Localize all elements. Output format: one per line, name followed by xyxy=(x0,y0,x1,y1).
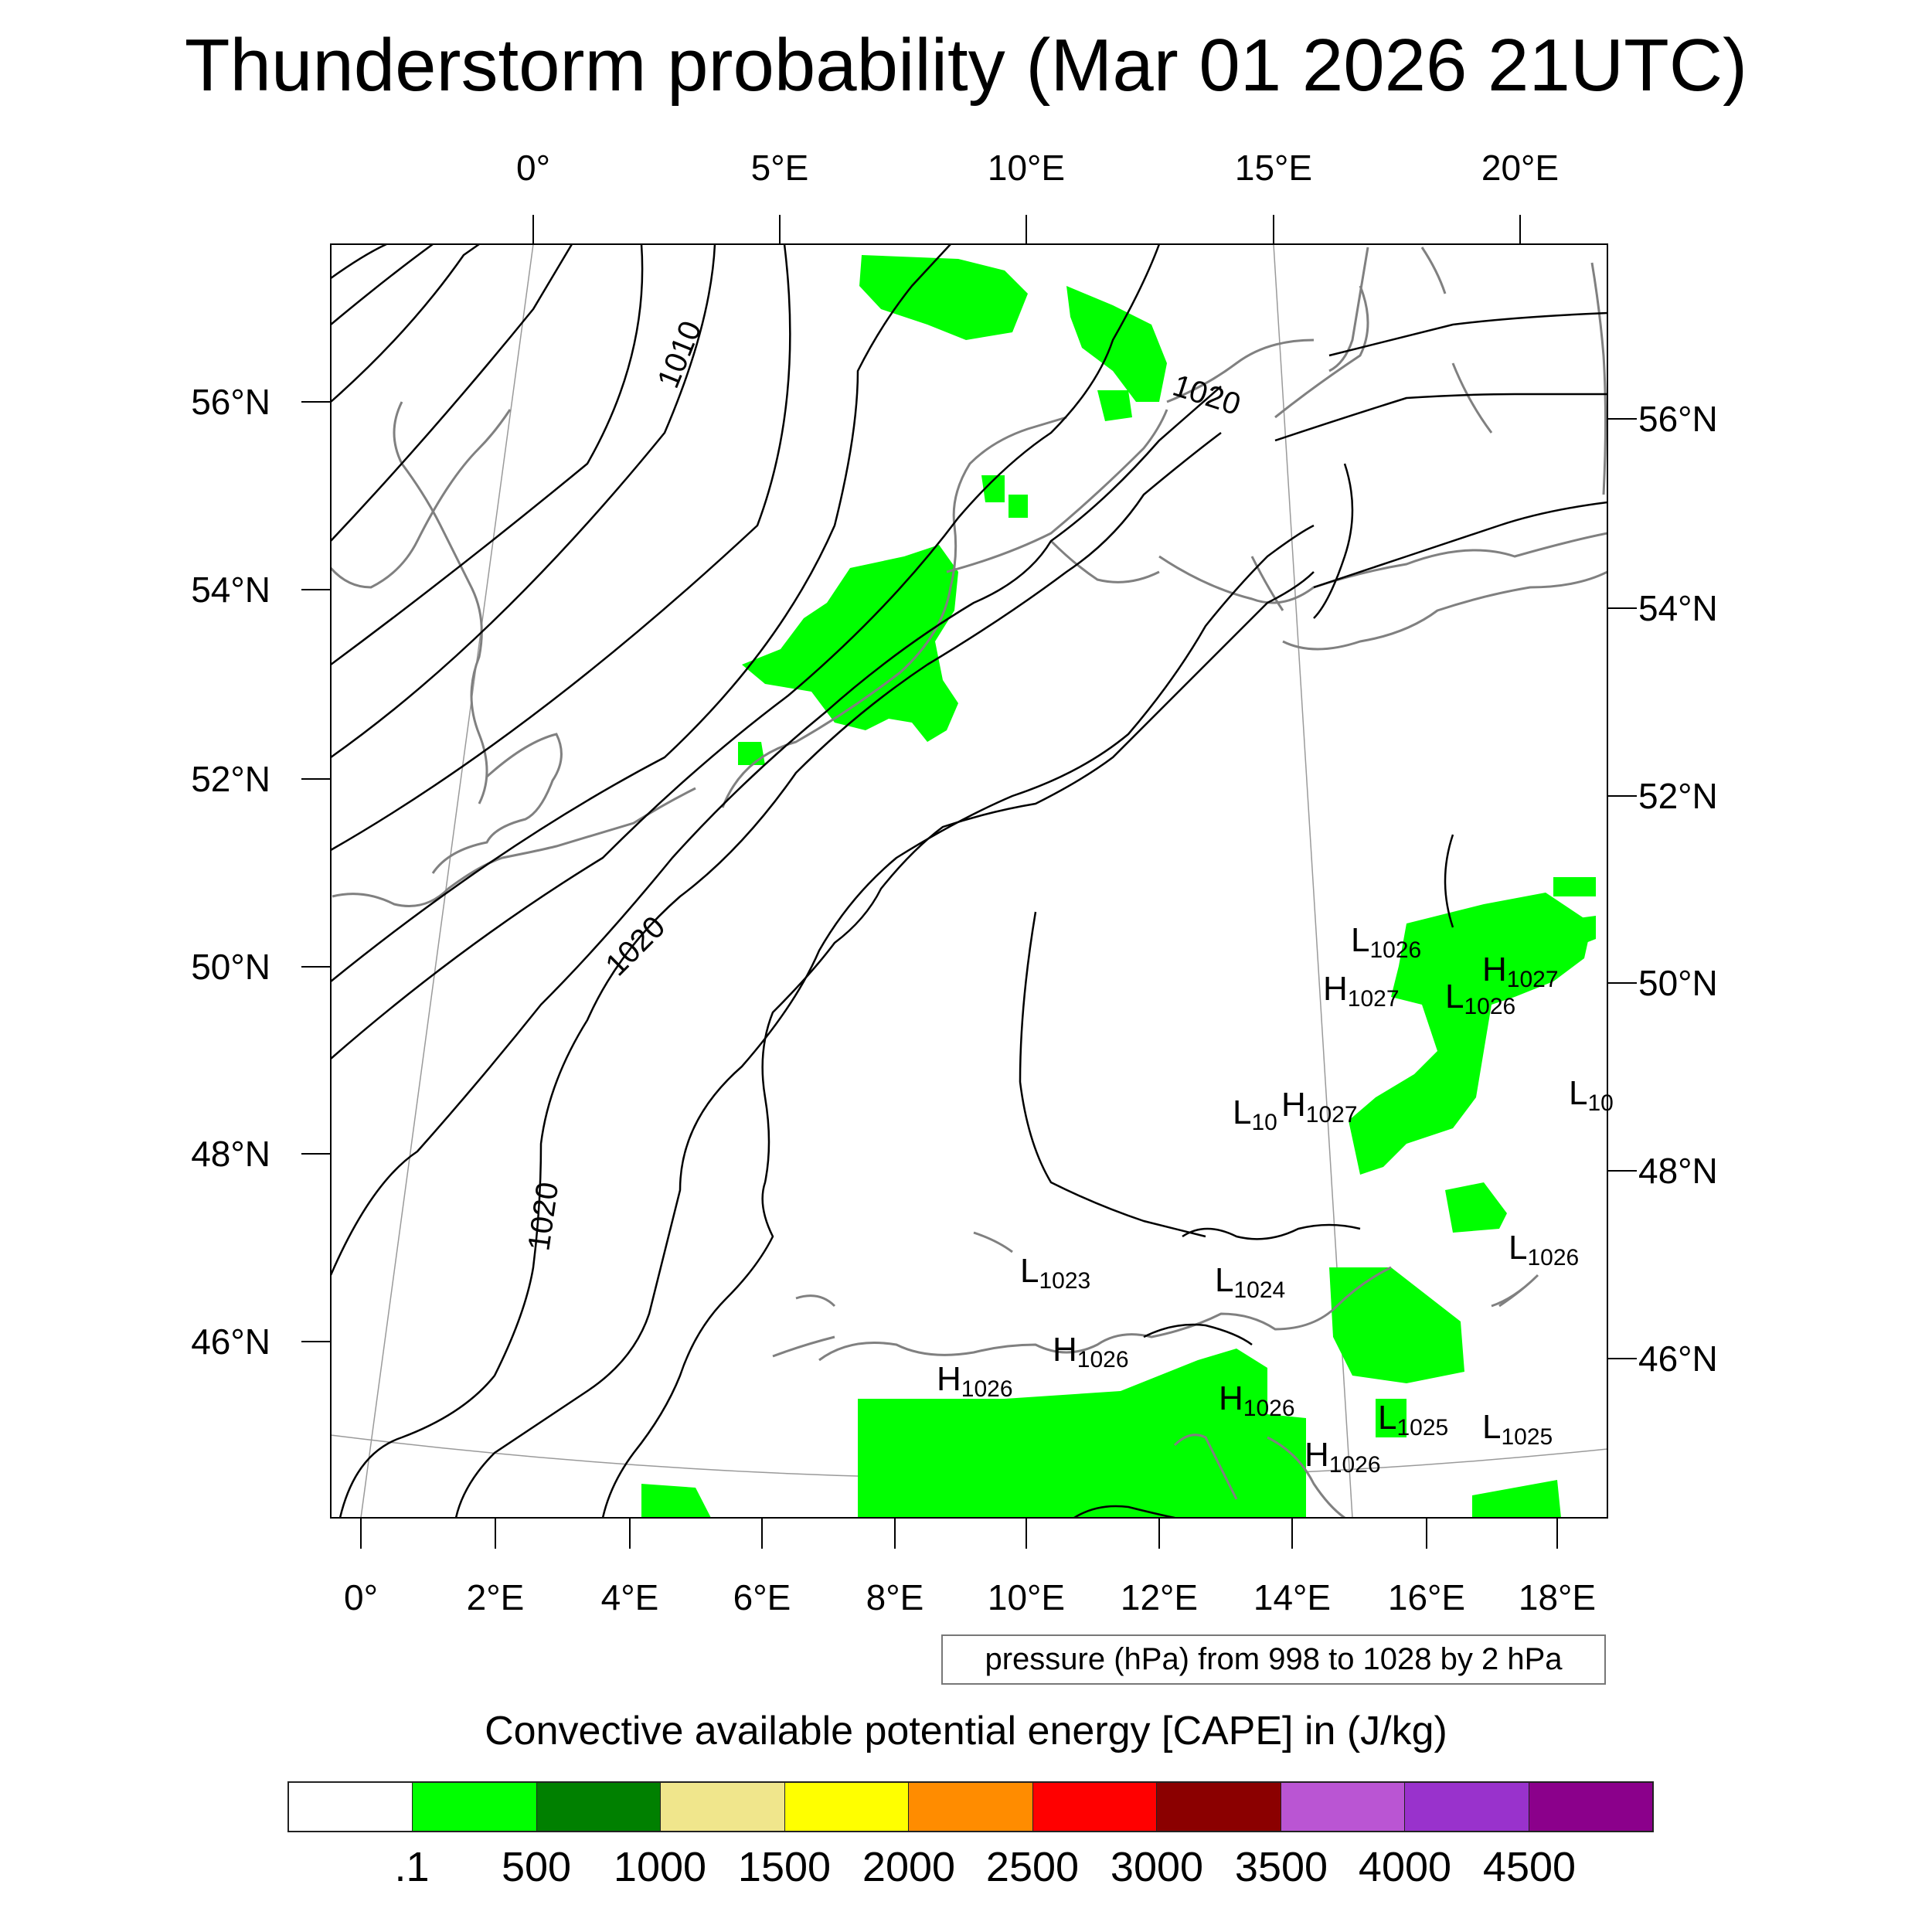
bottom-lon-label: 10°E xyxy=(987,1577,1066,1617)
colorbar-label: 1500 xyxy=(737,1844,832,1890)
right-lat-label: 56°N xyxy=(1638,399,1718,439)
top-ticks xyxy=(532,215,1521,244)
right-lat-label: 48°N xyxy=(1638,1151,1718,1191)
colorbar-title: Convective available potential energy [C… xyxy=(485,1709,1447,1753)
pressure-center-label: H1026 xyxy=(1304,1436,1381,1478)
left-ticks xyxy=(301,401,331,1342)
top-lon-label: 10°E xyxy=(987,148,1066,188)
top-lon-label: 20°E xyxy=(1481,148,1560,188)
right-lat-label: 46°N xyxy=(1638,1338,1718,1379)
colorbar-labels: .1 500 1000 1500 2000 2500 3000 3500 400… xyxy=(0,1843,1932,1897)
isobars xyxy=(331,244,1607,1518)
bottom-lon-label: 4°E xyxy=(600,1577,659,1617)
bottom-lon-label: 12°E xyxy=(1120,1577,1199,1617)
contour-label-1020: 1020 xyxy=(599,910,672,982)
colorbar-box xyxy=(1405,1783,1529,1831)
colorbar-box xyxy=(1157,1783,1281,1831)
colorbar-box xyxy=(784,1783,910,1831)
pressure-center-label: H1027 xyxy=(1482,951,1559,992)
right-lat-label: 50°N xyxy=(1638,963,1718,1003)
pressure-center-label: H1026 xyxy=(1053,1331,1129,1372)
pressure-center-label: H1026 xyxy=(937,1360,1013,1402)
top-lon-label: 0° xyxy=(516,148,550,188)
bottom-lon-label: 2°E xyxy=(466,1577,525,1617)
left-lat-label: 46°N xyxy=(191,1321,270,1362)
pressure-center-label: H1027 xyxy=(1281,1086,1358,1128)
colorbar-label: 2500 xyxy=(985,1844,1080,1890)
pressure-center-label: H1027 xyxy=(1323,970,1400,1012)
pressure-center-label: L1026 xyxy=(1509,1229,1580,1270)
left-lat-label: 52°N xyxy=(191,759,270,799)
contour-labels: 1010 1020 1020 1020 xyxy=(522,316,1244,1253)
colorbar-box xyxy=(536,1783,662,1831)
bottom-lon-label: 18°E xyxy=(1518,1577,1597,1617)
colorbar-label: 3000 xyxy=(1110,1844,1204,1890)
contour-info-box: pressure (hPa) from 998 to 1028 by 2 hPa xyxy=(941,1634,1606,1685)
bottom-lon-label: 0° xyxy=(344,1577,378,1617)
colorbar-box xyxy=(1281,1783,1406,1831)
colorbar-box xyxy=(1032,1783,1158,1831)
bottom-lon-label: 6°E xyxy=(733,1577,791,1617)
pressure-center-label: L10 xyxy=(1233,1094,1277,1135)
contour-label-1020: 1020 xyxy=(522,1180,565,1253)
bottom-lon-label: 8°E xyxy=(866,1577,924,1617)
top-lon-label: 15°E xyxy=(1234,148,1313,188)
plot-frame xyxy=(330,243,1608,1519)
colorbar-label: 3500 xyxy=(1234,1844,1328,1890)
pressure-center-label: L1026 xyxy=(1445,978,1516,1019)
colorbar-box xyxy=(661,1783,785,1831)
colorbar-label: .1 xyxy=(394,1844,430,1890)
colorbar-label: 1000 xyxy=(613,1844,707,1890)
colorbar-label: 500 xyxy=(501,1844,572,1890)
contour-label-1020: 1020 xyxy=(1168,369,1244,422)
left-lat-label: 50°N xyxy=(191,947,270,987)
pressure-center-label: L1025 xyxy=(1378,1399,1449,1440)
left-lat-label: 48°N xyxy=(191,1134,270,1174)
pressure-center-label: L1026 xyxy=(1351,921,1422,963)
right-lat-label: 52°N xyxy=(1638,776,1718,816)
cape-fill xyxy=(641,255,1596,1518)
map-title: Thunderstorm probability (Mar 01 2026 21… xyxy=(184,24,1748,107)
pressure-center-label: L1025 xyxy=(1482,1408,1553,1450)
colorbar-label: 4500 xyxy=(1482,1844,1577,1890)
right-lat-label: 54°N xyxy=(1638,588,1718,628)
right-ticks xyxy=(1607,418,1637,1359)
left-lat-label: 54°N xyxy=(191,570,270,610)
left-lat-label: 56°N xyxy=(191,382,270,422)
pressure-center-label: L1023 xyxy=(1020,1252,1091,1294)
colorbar-label: 4000 xyxy=(1358,1844,1452,1890)
colorbar-box xyxy=(289,1783,413,1831)
colorbar xyxy=(287,1781,1654,1832)
pressure-center-label: H1026 xyxy=(1219,1379,1295,1421)
colorbar-label: 2000 xyxy=(862,1844,956,1890)
bottom-lon-label: 14°E xyxy=(1253,1577,1332,1617)
colorbar-box xyxy=(413,1783,537,1831)
contour-label-1010: 1010 xyxy=(651,316,709,393)
colorbar-box xyxy=(1529,1783,1652,1831)
top-lon-label: 5°E xyxy=(750,148,809,188)
pressure-center-label: L10 xyxy=(1569,1074,1614,1116)
bottom-lon-label: 16°E xyxy=(1387,1577,1466,1617)
colorbar-box xyxy=(909,1783,1033,1831)
coastlines xyxy=(331,247,1607,1518)
pressure-center-label: L1024 xyxy=(1215,1261,1286,1303)
bottom-ticks xyxy=(360,1518,1558,1549)
